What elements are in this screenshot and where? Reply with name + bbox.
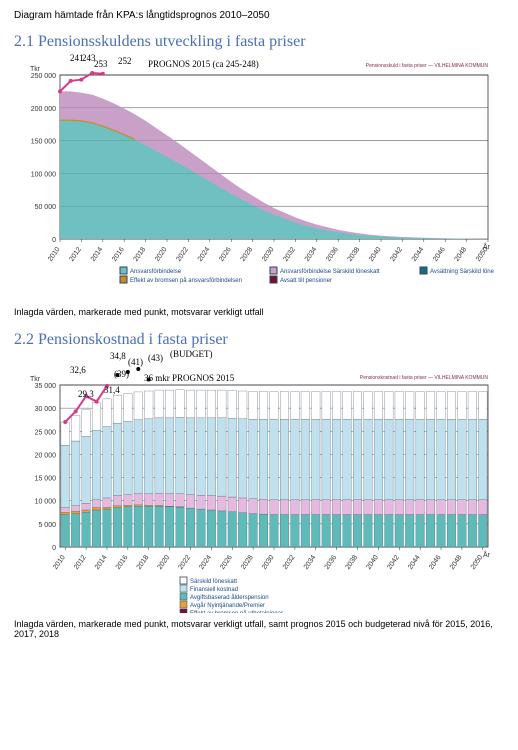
svg-text:35 000: 35 000 <box>35 383 57 390</box>
svg-text:20 000: 20 000 <box>35 452 57 459</box>
svg-text:2020: 2020 <box>157 554 172 571</box>
svg-text:2030: 2030 <box>261 554 276 571</box>
svg-text:Effekt av bromsen på ansvarsfö: Effekt av bromsen på ansvarsförbindelsen <box>130 277 242 284</box>
chart2-annot-0: 34,8 <box>110 351 126 361</box>
chart2-annot-8: 31,4 <box>104 385 120 395</box>
svg-text:30 000: 30 000 <box>35 406 57 413</box>
svg-text:100 000: 100 000 <box>31 171 56 178</box>
svg-text:2018: 2018 <box>133 246 148 263</box>
chart1-wrap: 241 243 253 252 PROGNOS 2015 (ca 245-248… <box>14 53 504 301</box>
svg-text:2014: 2014 <box>94 554 109 571</box>
chart2-wrap: 34,8 (41) (43) (BUDGET) 32,6 (39) 36 mkr… <box>14 351 504 613</box>
svg-text:Avgiftsbaserad ålderspension: Avgiftsbaserad ålderspension <box>190 594 269 601</box>
svg-text:År: År <box>483 242 491 251</box>
svg-text:200 000: 200 000 <box>31 106 56 113</box>
chart2-caption: Inlagda värden, markerade med punkt, mot… <box>14 619 504 639</box>
svg-text:Särskild löneskatt: Särskild löneskatt <box>190 579 237 585</box>
svg-text:5 000: 5 000 <box>38 522 56 529</box>
svg-text:250 000: 250 000 <box>31 73 56 80</box>
svg-text:2022: 2022 <box>175 246 190 263</box>
svg-text:2038: 2038 <box>344 554 359 571</box>
svg-text:2022: 2022 <box>177 554 192 571</box>
svg-text:2014: 2014 <box>90 246 105 263</box>
svg-text:2010: 2010 <box>52 554 67 571</box>
svg-text:2032: 2032 <box>282 246 297 263</box>
svg-text:2036: 2036 <box>324 554 339 571</box>
chart1-annot-3: 252 <box>118 56 132 66</box>
svg-text:2018: 2018 <box>136 554 151 571</box>
svg-text:25 000: 25 000 <box>35 429 57 436</box>
svg-text:Tkr: Tkr <box>30 66 41 73</box>
svg-text:2032: 2032 <box>282 554 297 571</box>
svg-text:0: 0 <box>52 545 56 552</box>
svg-text:2010: 2010 <box>47 246 62 263</box>
svg-text:2026: 2026 <box>219 554 234 571</box>
svg-text:2048: 2048 <box>449 554 464 571</box>
svg-text:2024: 2024 <box>198 554 213 571</box>
svg-text:Avgår Nyintjänande/Premier: Avgår Nyintjänande/Premier <box>190 602 265 609</box>
chart1-caption: Inlagda värden, markerade med punkt, mot… <box>14 307 504 317</box>
svg-text:2038: 2038 <box>347 246 362 263</box>
svg-text:Pensionskostnad i fasta priser: Pensionskostnad i fasta priser — VILHELM… <box>360 375 488 381</box>
svg-text:Avsättning Särskild löneskatt: Avsättning Särskild löneskatt <box>430 269 494 275</box>
svg-text:Ansvarsförbindelse Särskild lö: Ansvarsförbindelse Särskild löneskatt <box>280 269 380 275</box>
chart1-title: 2.1 Pensionsskuldens utveckling i fasta … <box>14 33 504 51</box>
svg-text:2040: 2040 <box>368 246 383 263</box>
chart1-annot-4: PROGNOS 2015 (ca 245-248) <box>148 59 259 69</box>
svg-text:2044: 2044 <box>407 554 422 571</box>
chart2-annot-6: 36 mkr PROGNOS 2015 <box>144 373 234 383</box>
svg-text:10 000: 10 000 <box>35 499 57 506</box>
svg-text:2040: 2040 <box>365 554 380 571</box>
svg-text:2028: 2028 <box>240 554 255 571</box>
svg-text:2020: 2020 <box>154 246 169 263</box>
svg-text:2024: 2024 <box>197 246 212 263</box>
svg-text:2016: 2016 <box>115 554 130 571</box>
svg-text:2034: 2034 <box>304 246 319 263</box>
svg-text:2036: 2036 <box>325 246 340 263</box>
svg-text:2026: 2026 <box>218 246 233 263</box>
chart2-annot-4: 32,6 <box>70 365 86 375</box>
chart2-annot-5: (39) <box>114 369 129 379</box>
svg-text:2028: 2028 <box>240 246 255 263</box>
chart2-annot-3: (BUDGET) <box>170 349 213 359</box>
svg-text:2012: 2012 <box>73 554 88 571</box>
page: Diagram hämtade från KPA:s långtidsprogn… <box>0 0 518 750</box>
svg-text:2034: 2034 <box>303 554 318 571</box>
svg-text:2016: 2016 <box>111 246 126 263</box>
chart1-svg: Pensionsskuld i fasta priser — VILHELMIN… <box>14 53 494 301</box>
svg-text:Pensionsskuld i fasta priser —: Pensionsskuld i fasta priser — VILHELMIN… <box>366 63 489 69</box>
svg-text:Avsatt till pensioner: Avsatt till pensioner <box>280 278 332 284</box>
chart2-section: 2.2 Pensionskostnad i fasta priser 34,8 … <box>14 331 504 639</box>
svg-text:2046: 2046 <box>428 554 443 571</box>
svg-text:2044: 2044 <box>411 246 426 263</box>
svg-text:Tkr: Tkr <box>30 376 41 383</box>
svg-text:2046: 2046 <box>432 246 447 263</box>
document-title: Diagram hämtade från KPA:s långtidsprogn… <box>14 10 504 21</box>
chart2-annot-1: (41) <box>128 357 143 367</box>
svg-text:2042: 2042 <box>386 554 401 571</box>
svg-text:2048: 2048 <box>454 246 469 263</box>
svg-text:År: År <box>483 550 491 559</box>
svg-text:0: 0 <box>52 237 56 244</box>
chart2-title: 2.2 Pensionskostnad i fasta priser <box>14 331 504 349</box>
svg-text:Finansiell kostnad: Finansiell kostnad <box>190 587 238 593</box>
svg-text:Ansvarsförbindelse: Ansvarsförbindelse <box>130 269 182 275</box>
svg-text:2042: 2042 <box>389 246 404 263</box>
svg-text:150 000: 150 000 <box>31 139 56 146</box>
chart2-annot-2: (43) <box>148 353 163 363</box>
svg-text:Effekt av bromsen på utbetalni: Effekt av bromsen på utbetalningar <box>190 610 283 613</box>
chart1-section: 2.1 Pensionsskuldens utveckling i fasta … <box>14 33 504 317</box>
svg-text:15 000: 15 000 <box>35 476 57 483</box>
svg-text:2030: 2030 <box>261 246 276 263</box>
svg-text:2012: 2012 <box>68 246 83 263</box>
chart2-annot-7: 29,3 <box>78 389 94 399</box>
chart1-annot-2: 253 <box>94 59 108 69</box>
svg-text:50 000: 50 000 <box>35 204 57 211</box>
